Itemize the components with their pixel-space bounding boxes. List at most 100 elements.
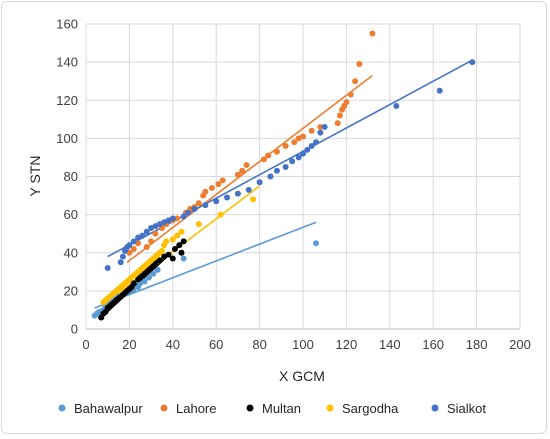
- sialkot-point: [256, 179, 263, 186]
- lahore-point: [317, 123, 324, 130]
- sialkot-point: [180, 213, 187, 220]
- x-tick-labels: 0 20 40 60 80 100 120 140 160 180 200: [82, 337, 530, 352]
- y-tick-label: 140: [56, 55, 78, 70]
- legend-marker: [246, 404, 254, 412]
- x-tick-label: 120: [336, 337, 358, 352]
- lahore-point: [202, 188, 209, 195]
- sialkot-point: [300, 150, 306, 157]
- lahore-point: [352, 78, 359, 85]
- multan-point: [156, 257, 163, 264]
- x-tick-label: 180: [466, 337, 488, 352]
- legend-marker: [431, 404, 439, 412]
- bahawalpur-point: [180, 255, 187, 262]
- x-tick-label: 100: [292, 337, 314, 352]
- sialkot-point: [321, 123, 328, 130]
- lahore-point: [239, 167, 246, 174]
- bahawalpur-point: [154, 266, 161, 273]
- legend: Bahawalpur Lahore Multan Sargodha Sialkot: [58, 401, 486, 416]
- sialkot-point: [184, 209, 191, 216]
- sargodha-point: [217, 211, 224, 218]
- x-tick-label: 140: [379, 337, 401, 352]
- bahawalpur-point: [313, 240, 320, 247]
- sialkot-point: [308, 143, 315, 149]
- lahore-point: [219, 177, 226, 184]
- legend-marker: [58, 404, 66, 412]
- sialkot-point: [313, 139, 320, 146]
- x-tick-label: 200: [509, 337, 531, 352]
- multan-point: [169, 255, 176, 262]
- y-tick-label: 60: [64, 207, 78, 222]
- lahore-point: [195, 200, 202, 207]
- lahore-point: [308, 127, 315, 134]
- sialkot-point: [191, 205, 198, 212]
- sargodha-point: [158, 247, 165, 254]
- sialkot-point: [143, 228, 150, 235]
- y-tick-label: 20: [64, 283, 78, 298]
- x-tick-label: 0: [82, 337, 89, 352]
- sialkot-point: [104, 265, 111, 271]
- lahore-point: [336, 112, 343, 119]
- x-tick-label: 160: [422, 337, 444, 352]
- data-points: [91, 30, 476, 321]
- y-tick-label: 120: [56, 93, 78, 108]
- bahawalpur-point: [141, 278, 148, 285]
- lahore-point: [152, 230, 159, 237]
- lahore-point: [143, 244, 150, 251]
- lahore-point: [273, 148, 280, 155]
- axes: [85, 24, 520, 330]
- sialkot-point: [139, 232, 146, 239]
- y-tick-label: 40: [64, 245, 78, 260]
- multan-point: [180, 238, 187, 245]
- x-axis-title: X GCM: [279, 368, 325, 384]
- legend-item-bahawalpur: Bahawalpur: [58, 401, 143, 416]
- x-tick-label: 20: [122, 337, 136, 352]
- sialkot-point: [213, 198, 220, 205]
- bahawalpur-point: [145, 274, 152, 281]
- lahore-point: [260, 156, 267, 163]
- multan-point: [176, 242, 183, 249]
- y-tick-label: 100: [56, 131, 78, 146]
- sargodha-point: [178, 228, 185, 235]
- legend-label: Sargodha: [342, 401, 399, 416]
- lahore-point: [215, 181, 222, 188]
- sargodha-point: [174, 232, 181, 239]
- y-tick-label: 160: [56, 17, 78, 32]
- lahore-point: [343, 99, 350, 106]
- lahore-point: [265, 152, 272, 159]
- multan-point: [178, 249, 185, 256]
- legend-marker: [326, 404, 334, 412]
- lahore-point: [234, 171, 241, 178]
- legend-label: Multan: [262, 401, 301, 416]
- sialkot-point: [469, 59, 476, 66]
- legend-marker: [160, 404, 168, 412]
- lahore-point: [356, 61, 363, 68]
- legend-label: Sialkot: [447, 401, 486, 416]
- legend-item-sargodha: Sargodha: [326, 401, 399, 416]
- sialkot-point: [234, 190, 241, 197]
- lahore-point: [369, 30, 376, 37]
- multan-point: [165, 251, 172, 258]
- y-tick-label: 0: [71, 322, 78, 337]
- sargodha-point: [250, 196, 257, 203]
- lahore-point: [334, 120, 341, 127]
- lahore-point: [243, 162, 250, 169]
- lahore-point: [347, 91, 354, 98]
- chart-frame: 0 20 40 60 80 100 120 140 160 0 20 40 60 80 100 120 140…: [1, 1, 547, 434]
- sialkot-point: [169, 215, 176, 222]
- sialkot-point: [130, 238, 137, 245]
- sialkot-point: [202, 202, 209, 209]
- sargodha-point: [169, 236, 176, 243]
- legend-item-sialkot: Sialkot: [431, 401, 486, 416]
- sialkot-point: [317, 129, 324, 136]
- legend-item-multan: Multan: [246, 401, 301, 416]
- y-axis-title: Y STN: [27, 156, 43, 197]
- sialkot-point: [273, 167, 280, 174]
- sargodha-point: [195, 221, 202, 228]
- lahore-point: [282, 143, 289, 149]
- legend-item-lahore: Lahore: [160, 401, 216, 416]
- lahore-point: [148, 238, 155, 245]
- lahore-point: [208, 184, 215, 191]
- lahore-point: [291, 139, 298, 146]
- sialkot-point: [436, 87, 443, 94]
